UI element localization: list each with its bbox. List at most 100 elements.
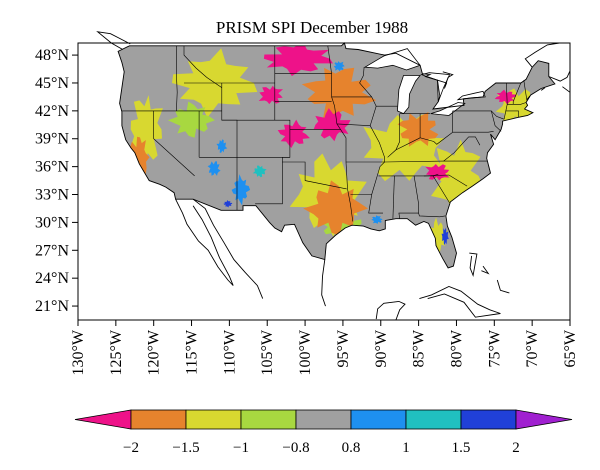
state-border-line xyxy=(359,67,377,107)
lon-tick-label: 125°W xyxy=(108,329,125,375)
colorbar-label: 2 xyxy=(512,440,520,456)
colorbar-swatch xyxy=(74,409,132,430)
lon-tick-label: 120°W xyxy=(146,329,163,375)
state-border-line xyxy=(443,136,481,162)
state-border-line xyxy=(153,110,195,177)
spi-anomaly-patch xyxy=(223,200,233,208)
colorbar-swatch xyxy=(350,409,407,430)
colorbar-swatch xyxy=(295,409,352,430)
neighbor-coastline xyxy=(192,198,264,299)
lon-tick-label: 100°W xyxy=(297,329,314,375)
spi-anomaly-patch xyxy=(425,164,450,181)
neighbor-coastline xyxy=(96,31,131,50)
lake-shape xyxy=(430,102,466,116)
state-border-line xyxy=(327,45,354,222)
lon-tick-label: 110°W xyxy=(221,329,238,375)
state-border-line xyxy=(387,113,400,158)
lon-tick-label: 85°W xyxy=(411,329,428,367)
lon-tick-label: 75°W xyxy=(486,329,503,367)
lon-tick-label: 105°W xyxy=(259,329,276,375)
spi-anomaly-patch xyxy=(231,174,251,206)
spi-anomaly-patch xyxy=(313,108,351,142)
spi-anomaly-patch xyxy=(301,67,377,119)
lon-tick-label: 95°W xyxy=(335,329,352,367)
state-border-line xyxy=(282,161,347,190)
state-border-line xyxy=(183,45,222,88)
state-border-line xyxy=(392,175,395,219)
state-border-line xyxy=(368,125,385,214)
lon-tick-label: 70°W xyxy=(524,329,541,367)
us-coastline xyxy=(117,42,556,269)
lon-tick-label: 115°W xyxy=(184,329,201,375)
neighbor-coastline xyxy=(375,300,406,321)
latitude-axis: 48°N 45°N 42°N 39°N 36°N 33°N 30°N 27°N 24°N 21°N xyxy=(35,47,78,315)
lon-tick-label: 130°W xyxy=(70,329,87,375)
colorbar-label: 1.5 xyxy=(452,440,471,456)
spi-anomaly-patch xyxy=(216,139,228,153)
lat-tick-label: 39°N xyxy=(35,131,69,148)
state-border-line xyxy=(523,80,528,101)
spi-anomaly-patch xyxy=(207,161,221,176)
colorbar-swatch xyxy=(405,409,462,430)
colorbar: −2 −1.5 −1 −0.8 0.8 1 1.5 2 xyxy=(74,409,573,456)
colorbar-label: −1.5 xyxy=(172,440,199,456)
great-lakes xyxy=(363,48,486,116)
lon-tick-label: 90°W xyxy=(373,329,390,367)
spi-anomaly-patch xyxy=(441,227,449,246)
spi-anomaly-patch xyxy=(333,61,345,72)
neighbor-coastline xyxy=(524,42,560,68)
spi-anomaly-patch xyxy=(277,119,310,148)
lon-tick-label: 80°W xyxy=(449,329,466,367)
state-border-line xyxy=(419,110,453,145)
state-border-line xyxy=(418,213,446,218)
lat-tick-label: 30°N xyxy=(35,214,69,231)
colorbar-swatch xyxy=(240,409,297,430)
neighbor-coastline xyxy=(481,265,490,275)
state-border-line xyxy=(336,105,398,127)
spi-anomaly-patch xyxy=(494,89,517,105)
lat-tick-label: 42°N xyxy=(35,103,69,120)
spi-anomaly-patch xyxy=(252,165,267,178)
lake-shape xyxy=(396,75,421,115)
neighbor-coastline xyxy=(437,71,454,89)
state-border-line xyxy=(491,110,502,132)
colorbar-swatch xyxy=(460,409,517,430)
colorbar-label: −2 xyxy=(123,440,139,456)
state-border-line xyxy=(512,82,522,105)
spi-anomaly-patch xyxy=(371,215,383,224)
lat-tick-label: 33°N xyxy=(35,187,69,204)
map-area xyxy=(77,31,571,321)
state-border-line xyxy=(507,102,527,105)
colorbar-swatch xyxy=(515,409,573,430)
spi-anomaly-patch xyxy=(263,43,333,77)
spi-anomaly-patch xyxy=(258,85,283,105)
state-border-line xyxy=(452,131,494,133)
neighbor-coastline xyxy=(540,87,546,91)
neighbor-coastline xyxy=(419,286,501,318)
colorbar-label: −1 xyxy=(233,440,249,456)
state-border-line xyxy=(505,110,519,118)
neighbor-coastline xyxy=(175,198,234,286)
neighbor-coastline xyxy=(526,95,531,100)
state-border-line xyxy=(432,175,450,204)
state-border-line xyxy=(395,137,421,151)
lat-tick-label: 48°N xyxy=(35,47,69,64)
spi-anomaly-patch xyxy=(167,101,215,138)
spi-anomaly-patch xyxy=(321,213,365,241)
spi-anomaly-patch xyxy=(397,112,439,147)
colorbar-swatch xyxy=(185,409,242,430)
neighbor-coastlines xyxy=(96,31,571,321)
colorbar-label: −0.8 xyxy=(282,440,309,456)
colorbar-swatch xyxy=(130,409,187,430)
lat-tick-label: 24°N xyxy=(35,270,69,287)
state-border-line xyxy=(176,45,178,111)
state-border-line xyxy=(423,174,468,187)
neighbor-coastline xyxy=(496,279,510,294)
map-title: PRISM SPI December 1988 xyxy=(216,18,408,37)
neighbor-coastline xyxy=(321,259,326,307)
colorbar-label: 1 xyxy=(402,440,410,456)
state-boundaries xyxy=(121,45,528,222)
neighbor-coastline xyxy=(469,252,478,278)
lat-tick-label: 36°N xyxy=(35,159,69,176)
